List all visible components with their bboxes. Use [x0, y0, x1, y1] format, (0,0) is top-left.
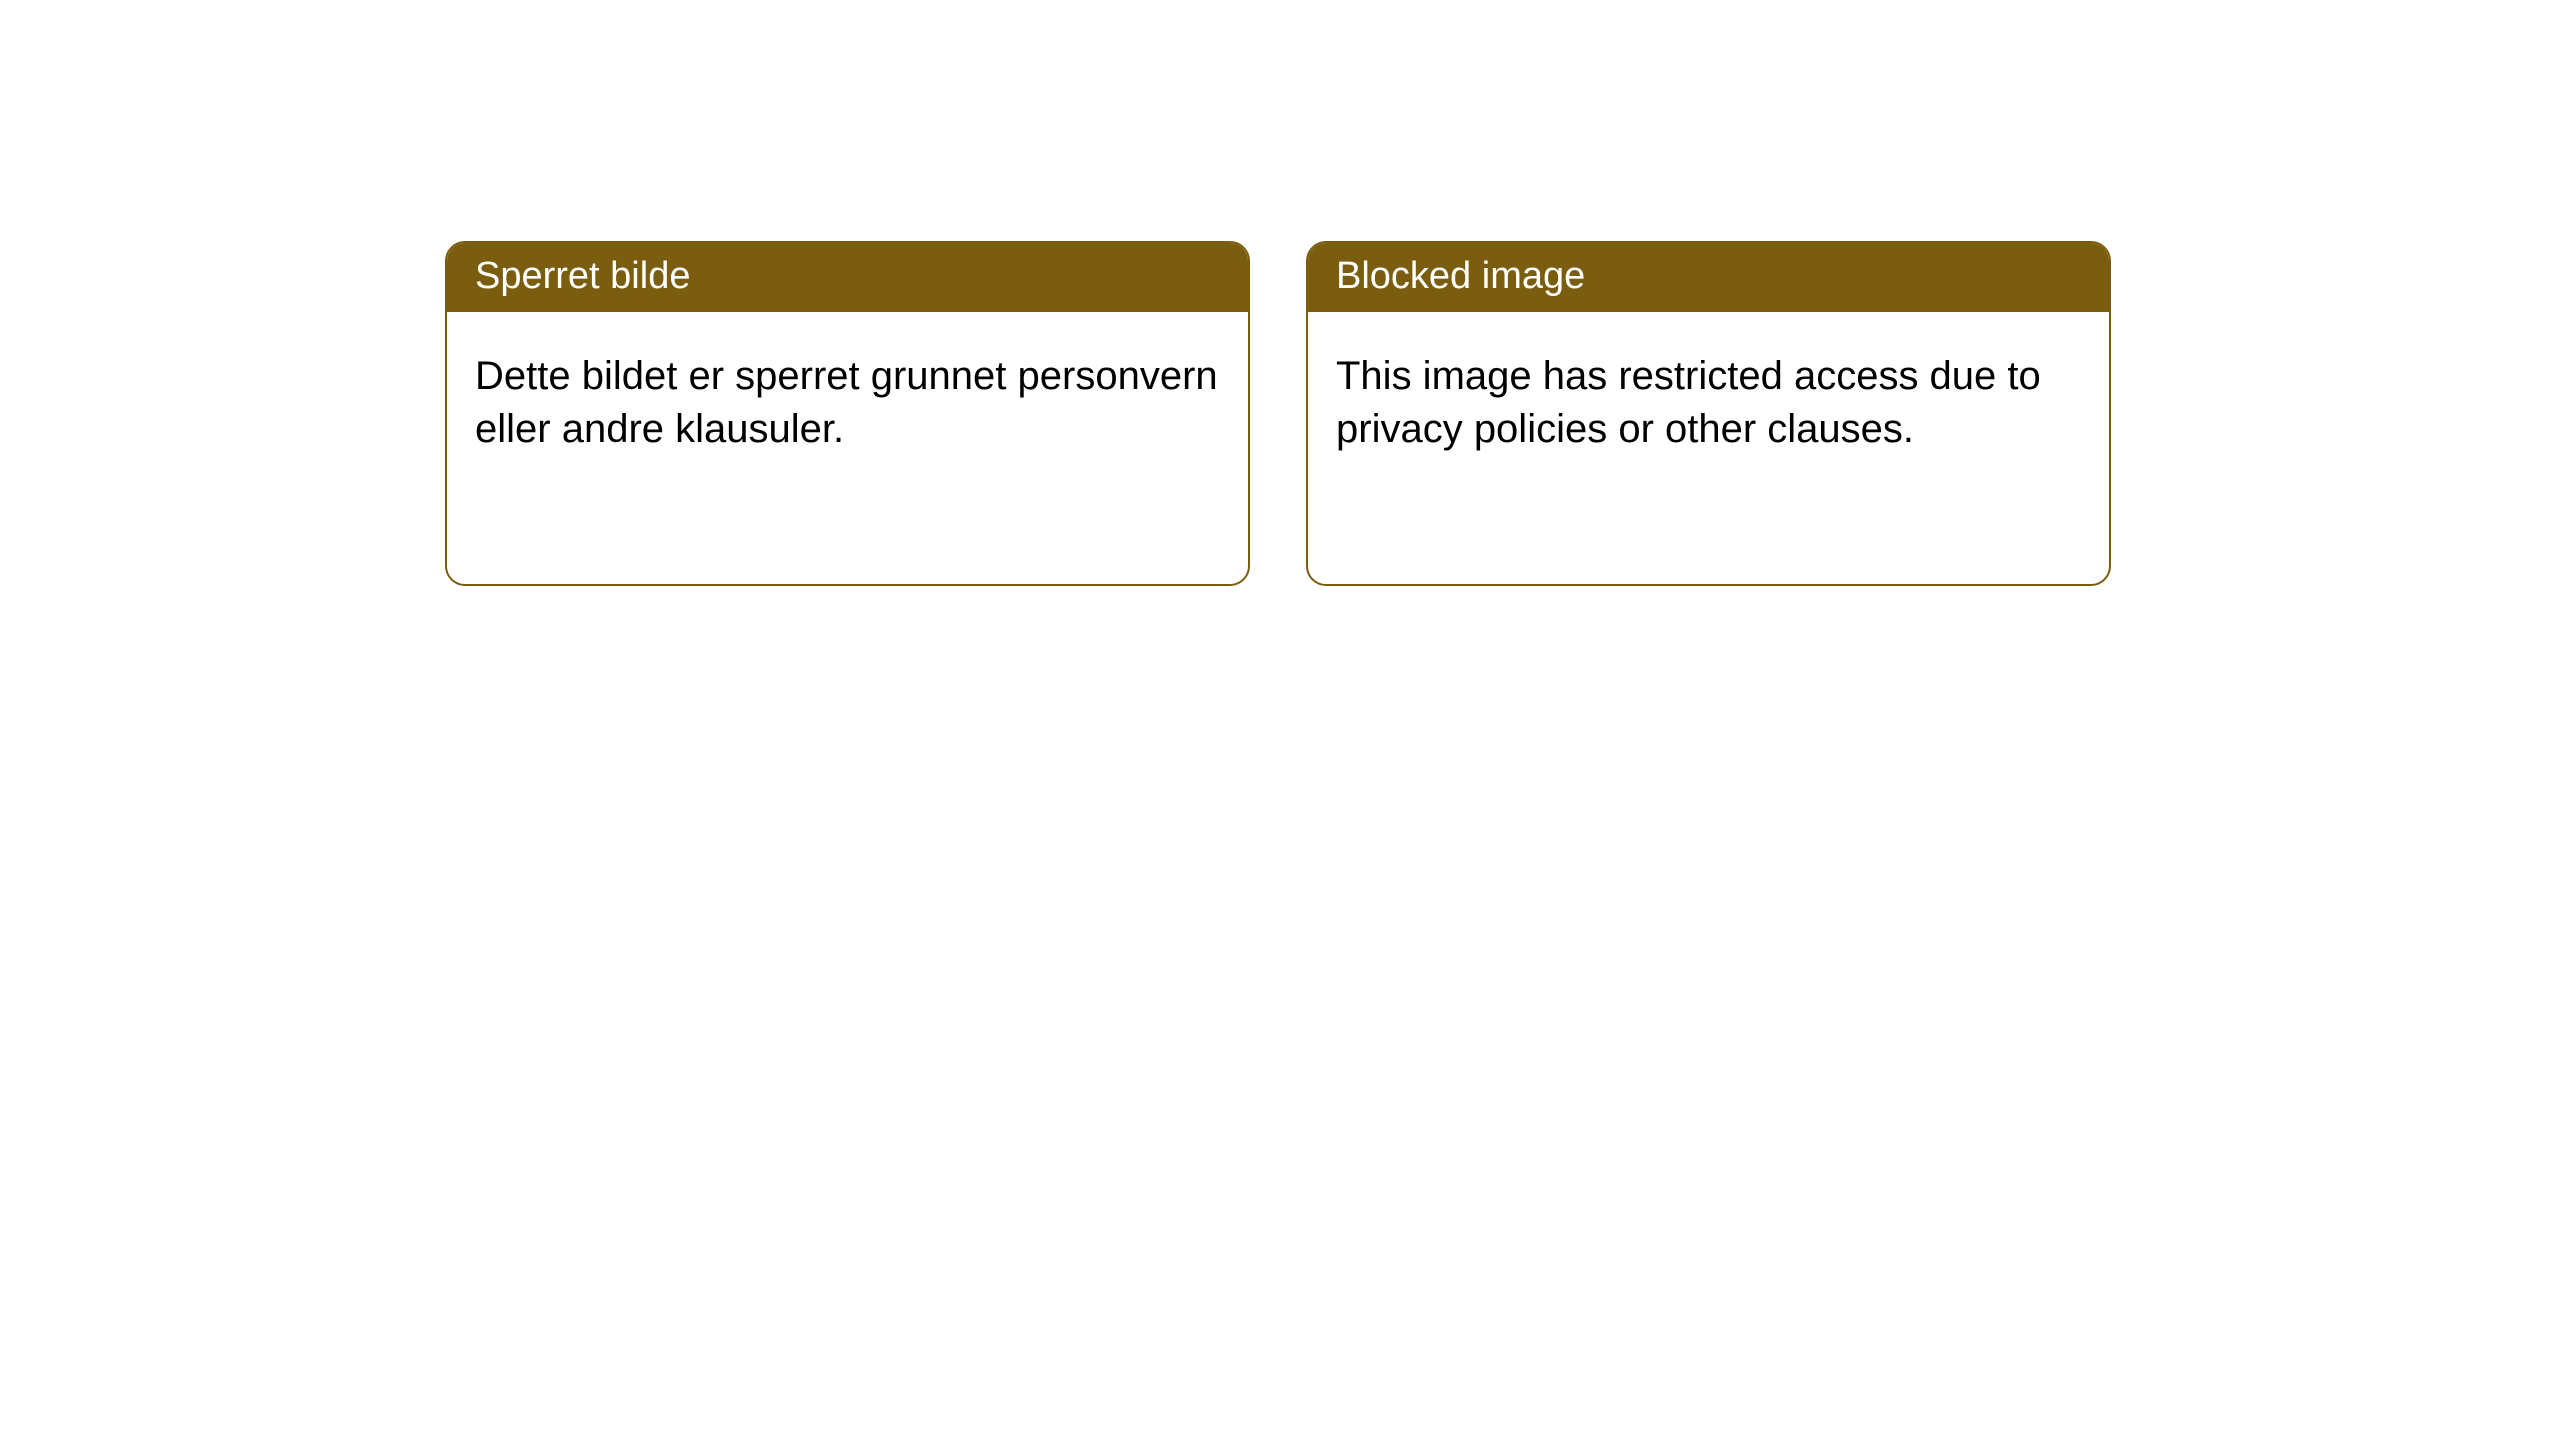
card-title-english: Blocked image	[1336, 255, 1585, 297]
card-body-norwegian: Dette bildet er sperret grunnet personve…	[447, 312, 1248, 584]
card-text-english: This image has restricted access due to …	[1336, 354, 2041, 451]
card-title-norwegian: Sperret bilde	[475, 255, 690, 297]
card-text-norwegian: Dette bildet er sperret grunnet personve…	[475, 354, 1218, 451]
card-body-english: This image has restricted access due to …	[1308, 312, 2109, 584]
cards-container: Sperret bilde Dette bildet er sperret gr…	[0, 0, 2560, 586]
card-header-english: Blocked image	[1308, 243, 2109, 312]
card-norwegian: Sperret bilde Dette bildet er sperret gr…	[445, 241, 1250, 586]
card-english: Blocked image This image has restricted …	[1306, 241, 2111, 586]
card-header-norwegian: Sperret bilde	[447, 243, 1248, 312]
